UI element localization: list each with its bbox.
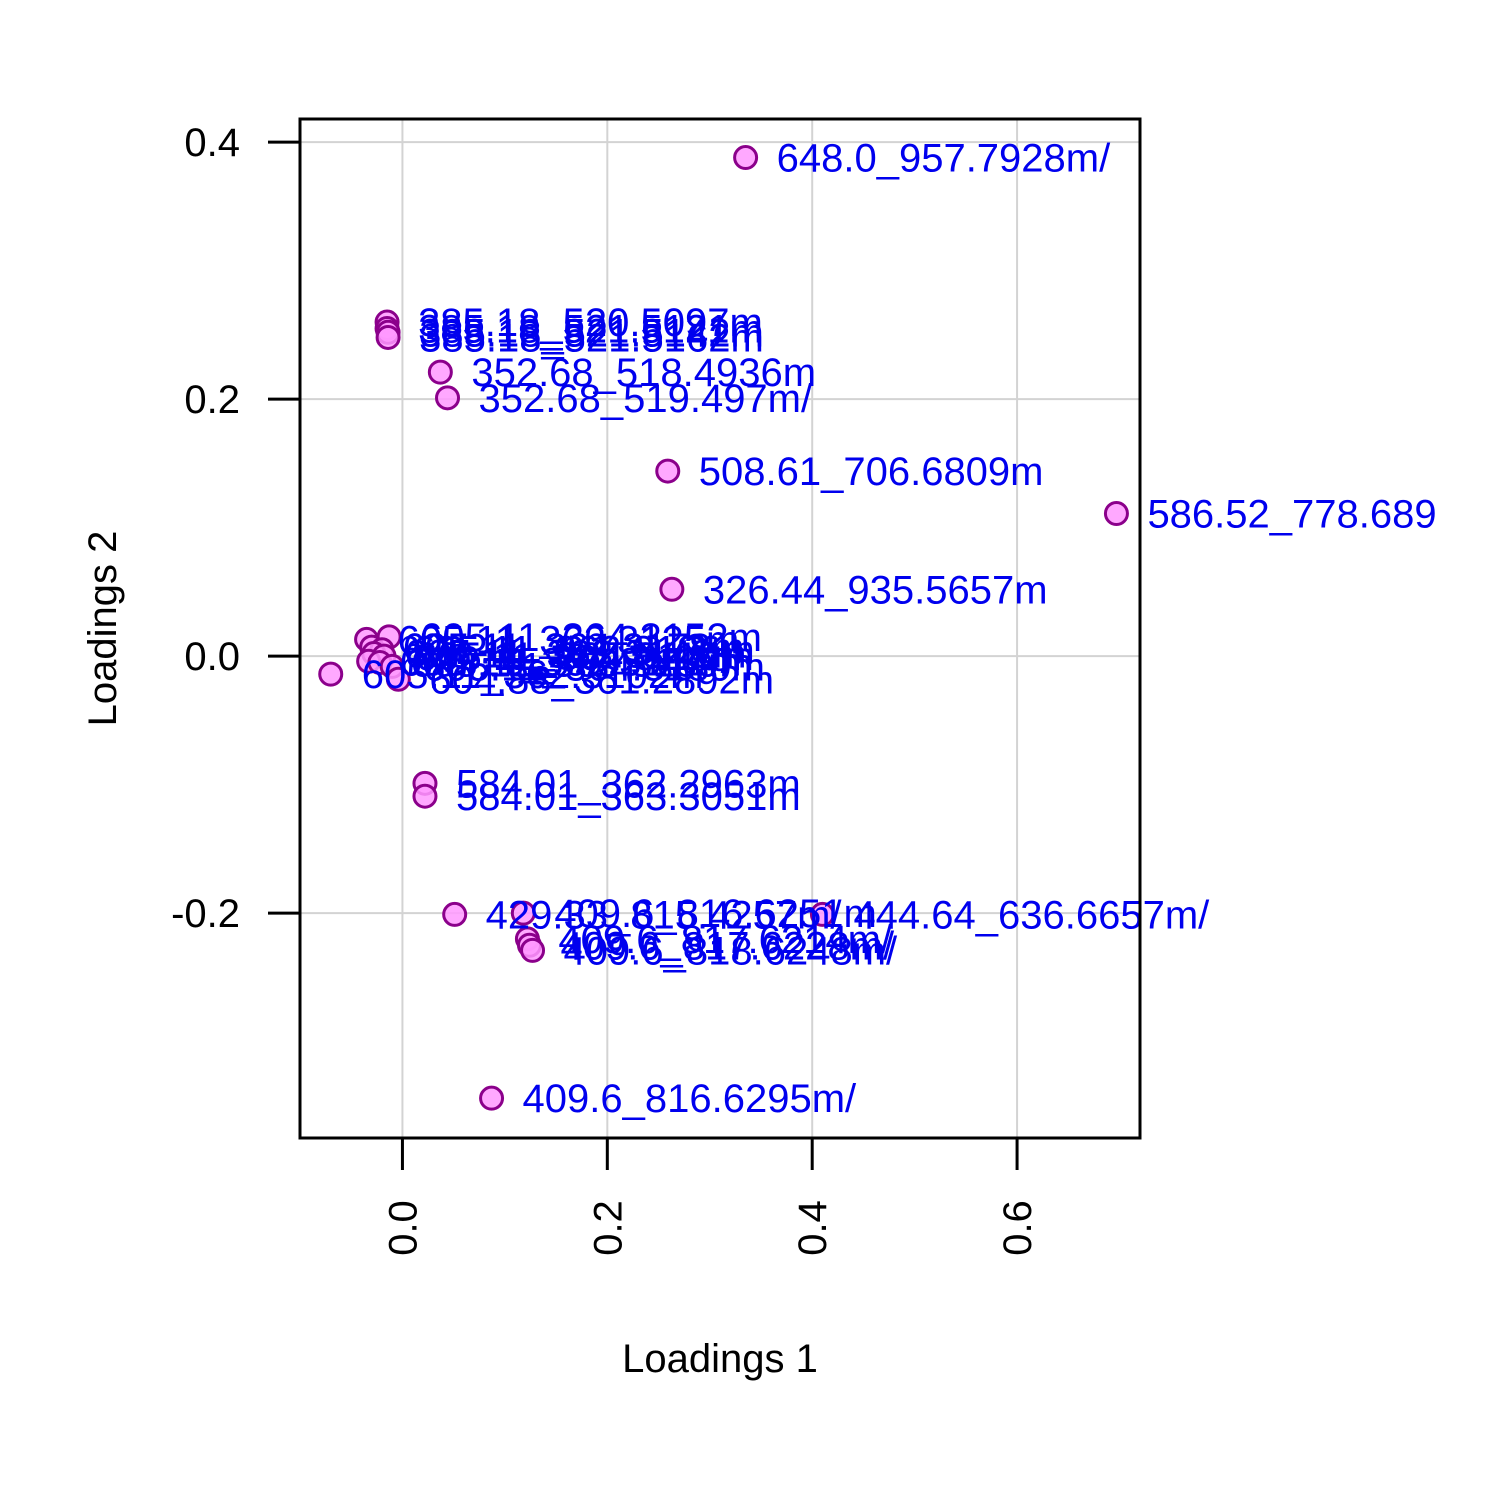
data-point-label: 385.18_520.5097m [418,301,763,345]
point-labels: 648.0_957.7928m/385.18_520.5097m385.18_5… [362,137,1437,1122]
data-point-label: 605.11_364.3178m [403,626,745,670]
data-point-label: 605.11_364.3152m [420,616,762,660]
data-point-label: 429.33_815.4257m/ [486,893,843,937]
data-point-label: 604.88_361.2892m [429,658,774,702]
data-point [1103,500,1129,526]
data-point [655,458,681,484]
x-tick-label: 0.0 [381,1200,425,1256]
data-point-label: 648.0_957.7928m/ [777,137,1112,181]
y-tick-label: 0.0 [184,635,240,679]
data-point-label: 326.44_935.5657m [703,568,1048,612]
x-tick-label: 0.2 [586,1200,630,1256]
data-point-label: 508.61_706.6809m [699,450,1044,494]
data-point-label: 409.6_817.6214m/ [558,918,893,962]
data-point-label: 409.6_816.6251m [554,892,877,936]
x-axis-title: Loadings 1 [622,1337,818,1381]
data-point-label: 444.64_636.6657m/ [853,893,1210,937]
data-point [510,900,536,926]
y-axis-title: Loadings 2 [81,531,125,727]
data-point-label: 605.11_363.3125m [398,618,740,662]
data-point [479,1085,505,1111]
data-point-label: 352.68_519.497m/ [479,377,814,421]
data-point [412,783,438,809]
plot-frame [298,117,1142,1140]
data-point-label: 385.18_521.5142m [419,311,764,355]
data-point-label: 605.11_363.3139m [411,642,753,686]
axes: 0.0 0.2 0.4 0.6 -0.2 0.0 0.2 0.4 [171,121,1040,1256]
data-point [385,666,411,692]
data-point-label: 584.01_363.3051m [456,775,801,819]
data-point-label: 605.11_362.3126m [413,629,755,673]
data-point [659,576,685,602]
x-tick-label: 0.4 [791,1200,835,1256]
data-point [733,145,759,171]
data-point [442,901,468,927]
data-point [435,385,461,411]
y-tick-label: 0.4 [184,121,240,165]
data-points [318,145,1129,1111]
data-point-label: 409.6_816.6295m/ [523,1077,858,1121]
data-point-label: 385.18_521.5121m [418,307,763,351]
data-point-label: 409.6_818.6248m/ [564,929,899,973]
data-point-label: 605.11_364.3110m [415,635,754,679]
data-point-label: 605.11_364.3189m [423,645,765,689]
data-point-label: 586.52_778.689 [1147,492,1436,536]
data-point-label: 605.11_363.3143m [405,633,747,677]
data-point [318,661,344,687]
data-point [427,359,453,385]
data-point-label: 605.11_362.3102m [362,653,704,697]
data-point-label: 385.18_521.5162m [419,316,764,360]
data-point-label: 352.68_518.4936m [471,351,816,395]
data-point-label: 409.6_817.6228m/ [560,924,895,968]
y-tick-label: -0.2 [171,892,240,936]
y-tick-label: 0.2 [184,378,240,422]
data-point [809,901,835,927]
data-point-label: 605.11_362.3141m [400,640,742,684]
data-point [375,324,401,350]
data-point-label: 584.01_362.2963m [456,762,801,806]
x-tick-label: 0.6 [996,1200,1040,1256]
data-point [520,937,546,963]
